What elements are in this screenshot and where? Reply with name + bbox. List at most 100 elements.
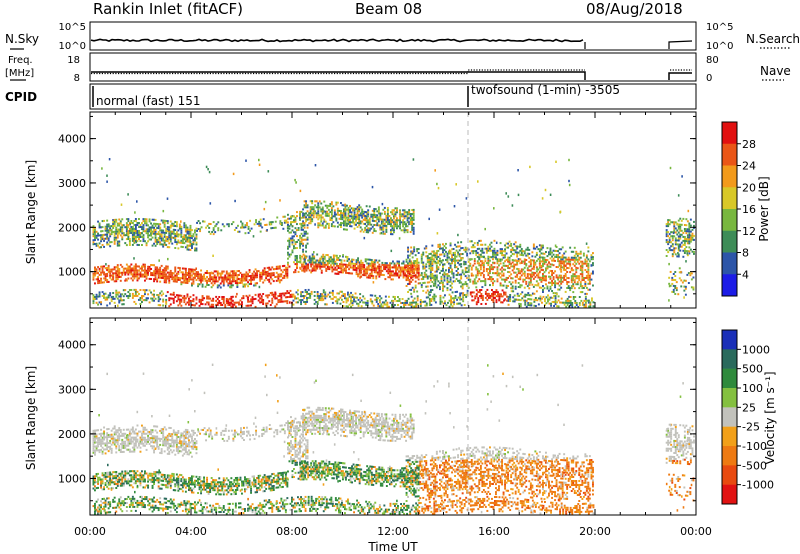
range-gate-cell bbox=[294, 263, 297, 266]
range-gate-cell bbox=[356, 218, 359, 220]
range-gate-cell bbox=[584, 292, 587, 295]
range-gate-cell bbox=[446, 287, 449, 290]
range-gate-cell bbox=[435, 266, 438, 269]
range-gate-cell bbox=[411, 264, 414, 267]
range-gate-cell bbox=[104, 233, 107, 236]
range-gate-cell bbox=[208, 230, 211, 233]
range-gate-cell bbox=[192, 268, 195, 271]
range-gate-cell bbox=[437, 266, 440, 269]
range-gate-cell bbox=[209, 276, 212, 279]
range-gate-cell bbox=[445, 250, 447, 253]
range-gate-cell bbox=[667, 223, 670, 226]
range-gate-cell bbox=[292, 293, 295, 296]
range-gate-cell bbox=[523, 258, 526, 261]
range-gate-cell bbox=[495, 251, 497, 254]
range-gate-cell bbox=[371, 300, 374, 303]
range-gate-cell bbox=[381, 301, 384, 304]
range-gate-cell bbox=[572, 250, 575, 253]
range-gate-cell bbox=[525, 299, 528, 302]
range-gate-cell bbox=[171, 293, 174, 296]
freq-tick-high: 18 bbox=[67, 55, 80, 66]
range-gate-cell bbox=[363, 268, 366, 271]
range-gate-cell bbox=[189, 230, 192, 233]
range-gate-cell bbox=[668, 249, 671, 252]
range-gate-cell bbox=[407, 250, 410, 253]
range-gate-cell bbox=[104, 277, 107, 280]
range-gate-cell bbox=[400, 302, 403, 304]
range-gate-cell bbox=[554, 244, 557, 247]
range-gate-cell bbox=[397, 219, 400, 222]
range-gate-cell bbox=[160, 272, 163, 275]
range-gate-cell bbox=[462, 296, 465, 299]
range-gate-cell bbox=[379, 226, 382, 229]
range-gate-cell bbox=[563, 260, 566, 263]
range-gate-cell bbox=[315, 212, 318, 215]
range-gate-cell bbox=[270, 223, 273, 226]
range-gate-cell bbox=[168, 271, 171, 274]
range-gate-cell bbox=[162, 277, 165, 279]
range-gate-cell bbox=[492, 299, 495, 301]
range-gate-cell bbox=[375, 298, 378, 301]
range-gate-cell bbox=[172, 297, 175, 300]
range-gate-cell bbox=[103, 292, 106, 295]
range-gate-cell bbox=[180, 220, 182, 223]
range-gate-cell bbox=[138, 218, 140, 220]
range-gate-cell bbox=[118, 218, 121, 221]
range-gate-cell bbox=[502, 268, 505, 271]
range-gate-cell bbox=[166, 228, 169, 231]
range-gate-cell bbox=[665, 233, 668, 236]
range-gate-cell bbox=[677, 255, 680, 258]
range-gate-cell bbox=[542, 277, 544, 279]
range-gate-cell bbox=[265, 277, 268, 280]
range-gate-cell bbox=[109, 302, 111, 305]
range-gate-cell bbox=[578, 275, 581, 278]
range-gate-cell bbox=[206, 270, 209, 272]
range-gate-cell bbox=[299, 212, 302, 215]
range-gate-cell bbox=[299, 234, 302, 237]
range-gate-cell bbox=[218, 278, 221, 281]
range-gate-cell bbox=[294, 297, 296, 300]
range-gate-cell bbox=[166, 246, 169, 249]
range-gate-cell bbox=[243, 226, 245, 229]
range-gate-cell bbox=[569, 300, 572, 302]
range-gate-cell bbox=[447, 301, 449, 304]
range-gate-cell bbox=[431, 254, 434, 257]
range-gate-cell bbox=[405, 225, 408, 228]
range-gate-cell bbox=[523, 286, 526, 289]
range-gate-cell bbox=[405, 223, 408, 226]
range-gate-cell bbox=[443, 273, 446, 276]
range-gate-cell bbox=[207, 272, 210, 275]
range-gate-cell bbox=[97, 232, 100, 235]
range-gate-cell bbox=[499, 262, 502, 265]
range-gate-cell bbox=[672, 231, 675, 235]
range-gate-cell bbox=[103, 296, 106, 299]
range-gate-cell bbox=[367, 213, 370, 216]
range-gate-cell bbox=[539, 299, 542, 302]
range-gate-cell bbox=[156, 223, 159, 225]
range-gate-cell bbox=[566, 283, 569, 285]
range-gate-cell bbox=[480, 303, 483, 305]
range-gate-cell bbox=[159, 226, 162, 229]
range-gate-cell bbox=[165, 300, 168, 303]
range-gate-cell bbox=[191, 282, 193, 285]
range-gate-cell bbox=[394, 225, 397, 228]
range-gate-cell bbox=[538, 262, 541, 265]
range-gate-cell bbox=[448, 299, 451, 302]
range-gate-cell bbox=[379, 265, 382, 268]
range-gate-cell bbox=[516, 259, 519, 262]
range-gate-cell bbox=[272, 293, 275, 296]
range-gate-cell bbox=[543, 287, 546, 290]
range-gate-cell bbox=[115, 291, 118, 294]
range-gate-cell bbox=[428, 258, 431, 261]
range-gate-cell bbox=[409, 215, 412, 217]
range-gate-cell bbox=[367, 223, 370, 226]
range-gate-cell bbox=[290, 253, 292, 256]
range-gate-cell bbox=[522, 278, 525, 281]
range-gate-cell bbox=[327, 208, 330, 211]
range-gate-cell bbox=[516, 273, 519, 276]
range-gate-cell bbox=[406, 217, 409, 220]
range-gate-cell bbox=[350, 297, 353, 300]
range-gate-cell bbox=[178, 233, 181, 236]
range-gate-cell bbox=[405, 265, 408, 268]
range-gate-cell bbox=[188, 297, 190, 300]
